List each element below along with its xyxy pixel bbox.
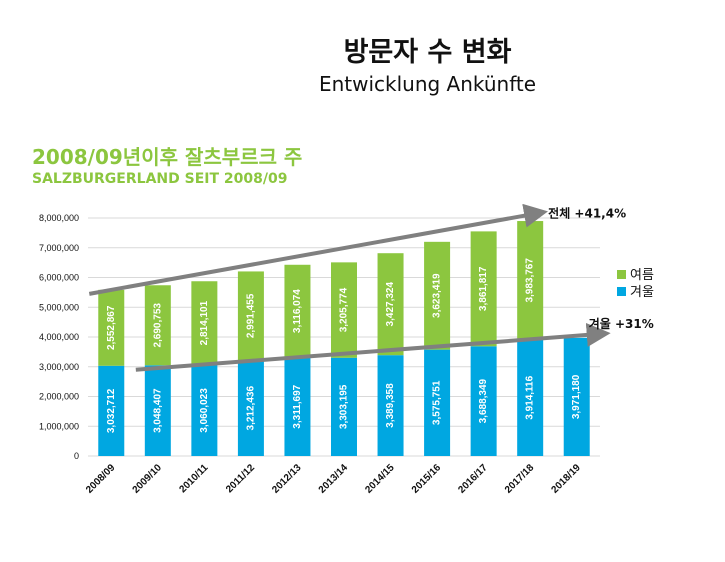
data-label: 3,971,180 [571, 374, 582, 419]
y-tick-label: 3,000,000 [39, 362, 79, 372]
bar-segment [377, 355, 404, 456]
y-tick-label: 0 [74, 451, 79, 461]
bar-segment [237, 360, 264, 456]
x-tick-label: 2012/13 [270, 462, 304, 496]
data-label: 3,688,349 [478, 378, 489, 423]
bar-segment [284, 357, 311, 456]
x-tick-label: 2016/17 [456, 462, 490, 496]
chart-title-german: Entwicklung Ankünfte [318, 72, 537, 96]
data-label: 3,032,712 [106, 388, 117, 433]
y-tick-label: 5,000,000 [39, 302, 79, 312]
trend-annotation: 겨울 +31% [589, 316, 654, 331]
data-label: 3,914,116 [525, 375, 536, 419]
bar-segment [331, 357, 357, 456]
bar-segment [424, 241, 451, 350]
bar-segment [237, 271, 264, 361]
legend-label: 겨울 [630, 285, 654, 300]
x-tick-label: 2011/12 [224, 462, 257, 495]
bar-segment [517, 339, 544, 456]
y-tick-label: 1,000,000 [39, 421, 79, 431]
bar-segment [191, 281, 218, 365]
legend-swatch [617, 287, 626, 296]
bar-segment [284, 264, 311, 358]
x-tick-label: 2014/15 [363, 462, 397, 496]
data-label: 3,623,419 [432, 273, 443, 318]
data-label: 3,212,436 [245, 386, 256, 431]
chart-subtitle-german: SALZBURGERLAND SEIT 2008/09 [32, 171, 288, 187]
chart-title: 방문자 수 변화 [343, 37, 512, 68]
data-label: 3,427,324 [385, 282, 396, 327]
y-tick-label: 8,000,000 [39, 213, 79, 223]
data-label: 3,205,774 [339, 287, 350, 332]
x-tick-label: 2008/09 [84, 462, 118, 496]
x-tick-label: 2010/11 [178, 462, 211, 495]
x-tick-label: 2017/18 [503, 462, 537, 496]
bar-segment [191, 364, 218, 456]
bar-segment [470, 346, 497, 456]
bar-segment [144, 365, 171, 456]
x-tick-label: 2013/14 [317, 462, 351, 496]
x-tick-label: 2015/16 [410, 462, 444, 496]
y-tick-label: 4,000,000 [39, 332, 79, 342]
legend-label: 여름 [630, 268, 654, 283]
bar-segment [98, 365, 125, 456]
bar-segment [331, 262, 357, 358]
y-tick-label: 2,000,000 [39, 392, 79, 402]
y-tick-label: 6,000,000 [39, 273, 79, 283]
y-tick-label: 7,000,000 [39, 243, 79, 253]
x-tick-label: 2018/19 [550, 462, 584, 496]
bar-segment [377, 253, 404, 356]
data-label: 3,983,767 [525, 258, 536, 303]
bar-segment [563, 337, 590, 456]
data-label: 3,311,697 [292, 384, 303, 428]
trend-annotation: 전체 +41,4% [548, 206, 626, 221]
bar-segment [98, 289, 125, 366]
trend-arrow [88, 203, 548, 296]
bar-segment [517, 221, 544, 340]
data-label: 2,991,455 [245, 293, 256, 338]
data-label: 3,060,023 [199, 388, 210, 433]
data-label: 3,048,407 [152, 388, 163, 433]
data-label: 2,552,867 [106, 305, 117, 350]
data-label: 2,814,101 [199, 300, 210, 345]
data-label: 3,303,195 [339, 384, 350, 429]
bar-segment [424, 349, 451, 456]
data-label: 3,389,358 [385, 383, 396, 428]
x-tick-label: 2009/10 [131, 462, 165, 496]
data-label: 3,575,751 [432, 380, 443, 425]
bar-segment [470, 231, 497, 347]
data-label: 3,116,074 [292, 289, 303, 333]
legend-swatch [617, 270, 626, 279]
data-label: 2,690,753 [152, 303, 163, 348]
bar-segment [144, 285, 171, 366]
chart-subtitle: 2008/09년이후 잘츠부르크 주 [32, 145, 303, 169]
trend-arrow [135, 322, 611, 372]
data-label: 3,861,817 [478, 266, 489, 311]
